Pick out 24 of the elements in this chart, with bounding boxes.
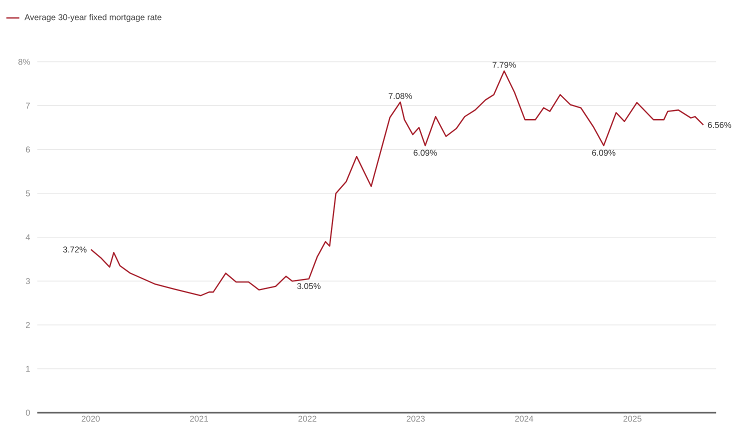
line-series: [90, 70, 704, 296]
x-tick-label: 2023: [406, 416, 425, 422]
annotation: 7.08%: [388, 93, 412, 100]
x-tick-label: 2021: [190, 416, 208, 422]
y-tick-label: 7: [26, 102, 30, 109]
annotation: 3.72%: [63, 246, 86, 253]
y-tick-label: 1: [26, 366, 30, 372]
annotation: 6.09%: [592, 150, 616, 156]
x-tick-label: 2025: [623, 416, 642, 422]
y-tick-label: 6: [26, 146, 30, 153]
y-tick-label: 4: [26, 234, 30, 240]
annotation: 3.05%: [297, 283, 321, 290]
annotation: 6.09%: [414, 150, 437, 156]
y-tick-label: 3: [26, 278, 30, 284]
x-tick-label: 2020: [82, 416, 100, 422]
legend-label: Average 30-year fixed mortgage rate: [24, 14, 162, 22]
x-tick-label: 2024: [515, 416, 534, 422]
annotation: 7.79%: [492, 62, 516, 68]
y-tick-label: 5: [26, 190, 30, 197]
y-tick-label: 8%: [18, 59, 30, 65]
y-tick-label: 2: [26, 322, 30, 328]
x-tick-label: 2022: [298, 416, 316, 422]
annotation: 6.56%: [708, 122, 732, 128]
y-tick-label: 0: [26, 410, 30, 416]
